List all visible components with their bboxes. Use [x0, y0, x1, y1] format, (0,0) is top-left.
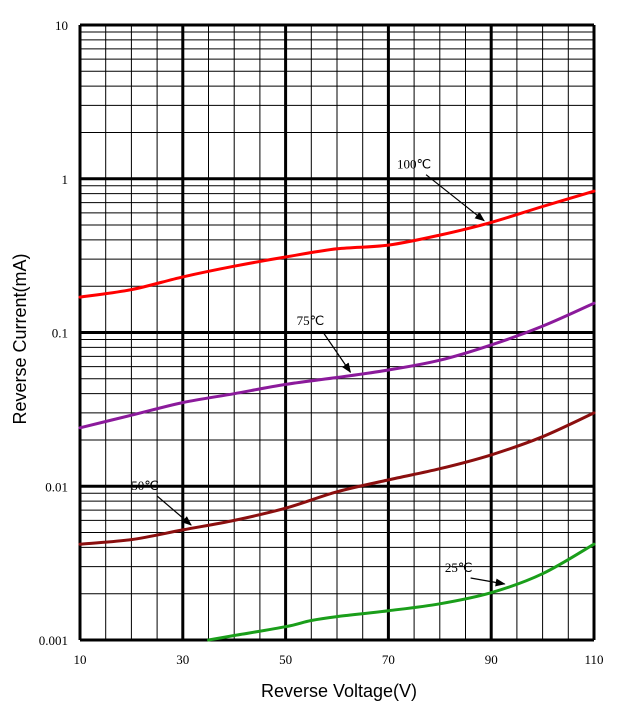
curve-annotations: 100℃ 75℃ 50℃ 25℃ — [131, 157, 506, 587]
annotation-arrow — [470, 577, 506, 587]
x-tick-label: 50 — [279, 652, 292, 667]
series-line-2 — [78, 411, 596, 546]
annotation-label: 100℃ — [397, 157, 431, 172]
y-tick-label: 0.001 — [39, 633, 68, 648]
x-tick-label: 10 — [74, 652, 87, 667]
y-tick-label: 0.01 — [45, 479, 68, 494]
y-axis-title: Reverse Current(mA) — [10, 253, 30, 424]
annotation-arrow — [156, 495, 192, 526]
y-tick-labels: 0.001 0.01 0.1 1 10 — [39, 18, 68, 648]
series-line-1 — [78, 301, 596, 430]
major-gridlines — [78, 23, 596, 642]
x-tick-label: 110 — [584, 652, 603, 667]
y-tick-label: 10 — [55, 18, 68, 33]
x-tick-labels: 10 30 50 70 90 110 — [74, 652, 604, 667]
y-tick-label: 0.1 — [52, 326, 68, 341]
annotation-label: 75℃ — [297, 313, 325, 328]
y-tick-label: 1 — [62, 172, 69, 187]
series-line-3 — [207, 542, 596, 642]
x-tick-label: 30 — [176, 652, 189, 667]
data-series — [78, 189, 596, 642]
series-line-0 — [78, 189, 596, 299]
annotation-label: 25℃ — [445, 560, 473, 575]
x-tick-label: 70 — [382, 652, 395, 667]
annotation-arrow — [425, 174, 485, 222]
x-axis-title: Reverse Voltage(V) — [261, 681, 417, 701]
x-tick-label: 90 — [485, 652, 498, 667]
annotation-arrow — [321, 330, 351, 374]
annotation-label: 50℃ — [131, 478, 159, 493]
